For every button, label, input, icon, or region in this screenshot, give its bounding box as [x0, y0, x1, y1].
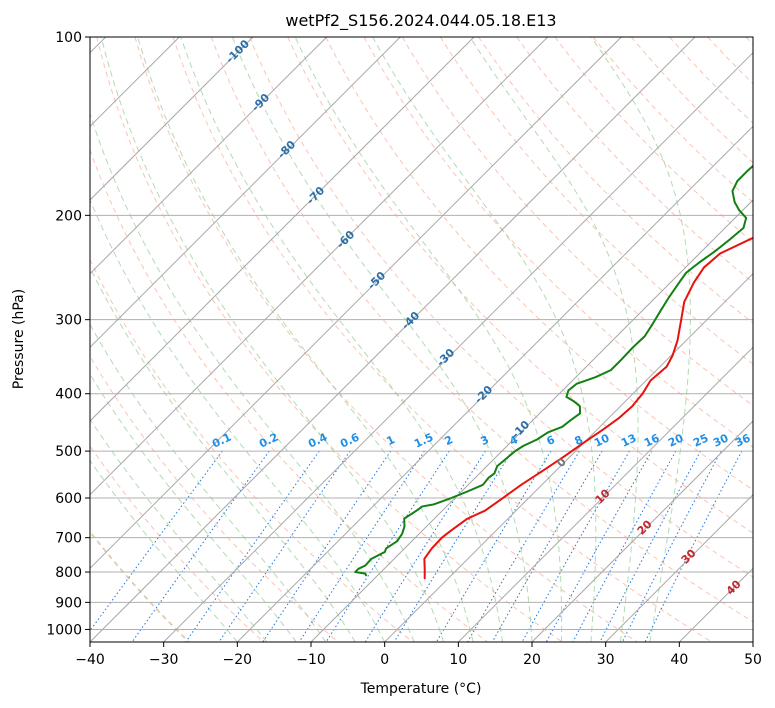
isotherm-line: [236, 125, 753, 642]
moist-adiabat-line: [90, 459, 238, 642]
x-axis-label: Temperature (°C): [360, 681, 482, 697]
x-tick-label: 40: [670, 652, 688, 668]
mixing-ratio-line: [572, 450, 677, 642]
isotherm-line: [90, 37, 622, 570]
y-tick-label: 800: [55, 565, 82, 581]
isotherm-line: [90, 37, 475, 422]
y-axis-ticks: 1000 900 800 700 600 500 400 300 200 100: [46, 30, 90, 638]
mixing-ratio-label: 30: [711, 431, 731, 449]
moist-adiabat-line: [590, 37, 691, 642]
y-tick-label: 900: [55, 595, 82, 611]
dry-adiabat-line: [172, 37, 712, 642]
isotherm-line: [310, 199, 753, 642]
dry-adiabat-line: [401, 37, 753, 406]
dry-adiabat-line: [90, 258, 414, 642]
chart-title: wetPf2_S156.2024.044.05.18.E13: [285, 11, 556, 31]
isotherm-line: [90, 37, 549, 496]
mixing-ratio-line: [435, 450, 552, 642]
mixing-ratio-label: 25: [691, 431, 710, 449]
mixing-ratio-label: 13: [619, 431, 638, 449]
dry-adiabat-line: [90, 530, 190, 642]
isotherm-line: [531, 420, 753, 642]
y-tick-label: 300: [55, 313, 82, 329]
plot-area: -100-90-80-70-60-50-40-30-20-100.1 0.2 0.4…: [90, 37, 753, 642]
mixing-ratio-line: [218, 450, 351, 642]
y-tick-label: 600: [55, 491, 82, 507]
moist-adiabat-line: [90, 418, 268, 642]
mixing-ratio-label: 10: [592, 431, 612, 449]
y-axis-label: Pressure (hPa): [11, 289, 27, 389]
dry-adiabat-line: [363, 37, 753, 448]
moist-adiabat-line: [137, 37, 474, 642]
skewed-isotherms: [90, 37, 753, 642]
y-tick-label: 1000: [46, 622, 82, 638]
moist-adiabat-line: [180, 37, 504, 642]
isotherm-line: [384, 272, 753, 642]
dry-adiabat-line: [439, 37, 753, 365]
isotherm-line: [90, 37, 401, 349]
moist-adiabat-line: [100, 37, 445, 642]
dry-adiabat-line: [96, 37, 563, 642]
x-tick-label: −20: [223, 652, 253, 668]
dry-adiabat-line: [478, 37, 753, 324]
pressure-gridlines: [90, 37, 753, 630]
moist-adiabat-line: [294, 37, 563, 642]
dry-adiabat-line: [516, 37, 753, 284]
dry-adiabat-line: [134, 37, 638, 642]
mixing-ratio-line: [491, 450, 603, 642]
mixing-ratio-line: [393, 450, 513, 642]
mixing-ratio-line: [467, 450, 580, 642]
x-tick-label: 50: [744, 652, 762, 668]
mixing-ratio-line: [521, 450, 630, 642]
isotherm-line: [90, 37, 254, 201]
mixing-ratio-label: 36: [733, 431, 753, 449]
y-tick-label: 500: [55, 444, 82, 460]
plot-frame: [89, 36, 754, 643]
mixing-ratio-line: [599, 450, 701, 642]
x-tick-label: 0: [380, 652, 389, 668]
mixing-ratio-lines: [90, 450, 743, 642]
series-line: [423, 236, 753, 580]
moist-adiabat-line: [372, 37, 597, 642]
mixing-ratio-line: [545, 450, 653, 642]
x-tick-label: −40: [75, 652, 105, 668]
isotherm-line: [90, 37, 328, 275]
moist-adiabat-line: [90, 323, 327, 642]
mixing-ratio-line: [185, 450, 320, 642]
y-tick-label: 100: [55, 30, 82, 46]
moist-adiabat-line: [90, 198, 386, 642]
x-tick-label: 10: [449, 652, 467, 668]
mixing-ratio-label: 20: [666, 431, 686, 449]
x-axis-ticks: −40 −30 −20 −10 0 10 20 30 40 50: [75, 642, 762, 668]
moist-adiabats: [90, 37, 691, 642]
moist-adiabat-line: [90, 266, 356, 642]
y-tick-label: 200: [55, 208, 82, 224]
moist-adiabat-line: [90, 373, 297, 642]
y-tick-label: 400: [55, 387, 82, 403]
x-tick-label: −30: [149, 652, 179, 668]
dry-adiabat-line: [630, 37, 753, 164]
isotherm-line: [605, 493, 753, 642]
isotherm-line: [163, 51, 753, 642]
dry-adiabat-line: [90, 445, 264, 642]
dry-adiabat-line: [592, 37, 753, 203]
x-tick-label: −10: [296, 652, 326, 668]
isotherm-line: [457, 346, 753, 642]
mixing-ratio-line: [131, 450, 270, 642]
moist-adiabat-line: [90, 112, 415, 642]
mixing-ratio-line: [364, 450, 486, 642]
x-tick-label: 20: [523, 652, 541, 668]
mixing-ratio-label: 16: [642, 431, 662, 449]
y-tick-label: 700: [55, 531, 82, 547]
x-tick-label: 30: [597, 652, 615, 668]
moist-adiabat-line: [469, 37, 639, 642]
mixing-ratio-line: [621, 450, 722, 642]
isotherm-line: [90, 37, 696, 642]
moist-adiabat-line: [231, 37, 533, 642]
